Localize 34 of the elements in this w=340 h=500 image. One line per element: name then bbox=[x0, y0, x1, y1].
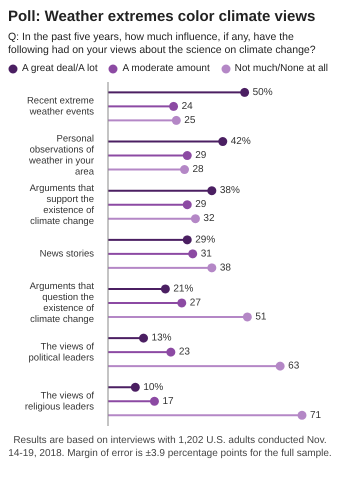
data-label: 10% bbox=[143, 382, 164, 393]
text: Results are based on interviews with 1,202 U.S. adults conducted Nov. 14-19, 2018. Margin of error is ±3.9 percentage points for the full sample. bbox=[8, 434, 332, 460]
y-tick-label: News stories bbox=[40, 248, 94, 260]
data-label: 24 bbox=[182, 100, 194, 112]
data-label: 23 bbox=[178, 346, 190, 358]
chart-subtitle: Q: In the past five years, how much influence, if any, have the following had on your views about the science on climate change? bbox=[8, 31, 317, 57]
data-label: 13% bbox=[152, 332, 172, 344]
y-tick-label: Arguments that question the existence of climate change bbox=[30, 281, 94, 326]
y-tick-label: The views of religious leaders bbox=[24, 390, 94, 412]
data-label: 38% bbox=[220, 185, 240, 196]
data-label: 27 bbox=[190, 297, 202, 308]
data-label: 71 bbox=[310, 410, 322, 421]
legend-label: A great deal/A lot bbox=[22, 63, 98, 74]
data-label: 29% bbox=[195, 234, 216, 246]
data-label: 31 bbox=[200, 248, 212, 260]
data-label: 63 bbox=[288, 360, 300, 372]
y-tick-label: Recent extreme weather events bbox=[26, 96, 94, 118]
legend-label: Not much/None at all bbox=[234, 63, 328, 74]
data-label: 32 bbox=[203, 213, 215, 224]
data-label: 21% bbox=[173, 283, 194, 294]
chart-title: Poll: Weather extremes color climate views bbox=[8, 8, 316, 25]
y-tick-label: Arguments that support the existence of climate change bbox=[30, 182, 94, 227]
data-label: 25 bbox=[184, 114, 196, 126]
data-label: 29 bbox=[195, 150, 207, 162]
data-label: 42% bbox=[230, 136, 251, 148]
data-label: 51 bbox=[255, 311, 267, 322]
data-label: 28 bbox=[192, 164, 204, 176]
y-tick-label: The views of political leaders bbox=[28, 341, 94, 364]
data-label: 17 bbox=[162, 396, 174, 407]
data-label: 38 bbox=[220, 262, 232, 274]
y-tick-label: Personal observations of weather in your area bbox=[28, 134, 95, 178]
data-label: 29 bbox=[195, 199, 207, 210]
legend-label: A moderate amount bbox=[122, 63, 210, 74]
data-label: 50% bbox=[252, 86, 273, 98]
